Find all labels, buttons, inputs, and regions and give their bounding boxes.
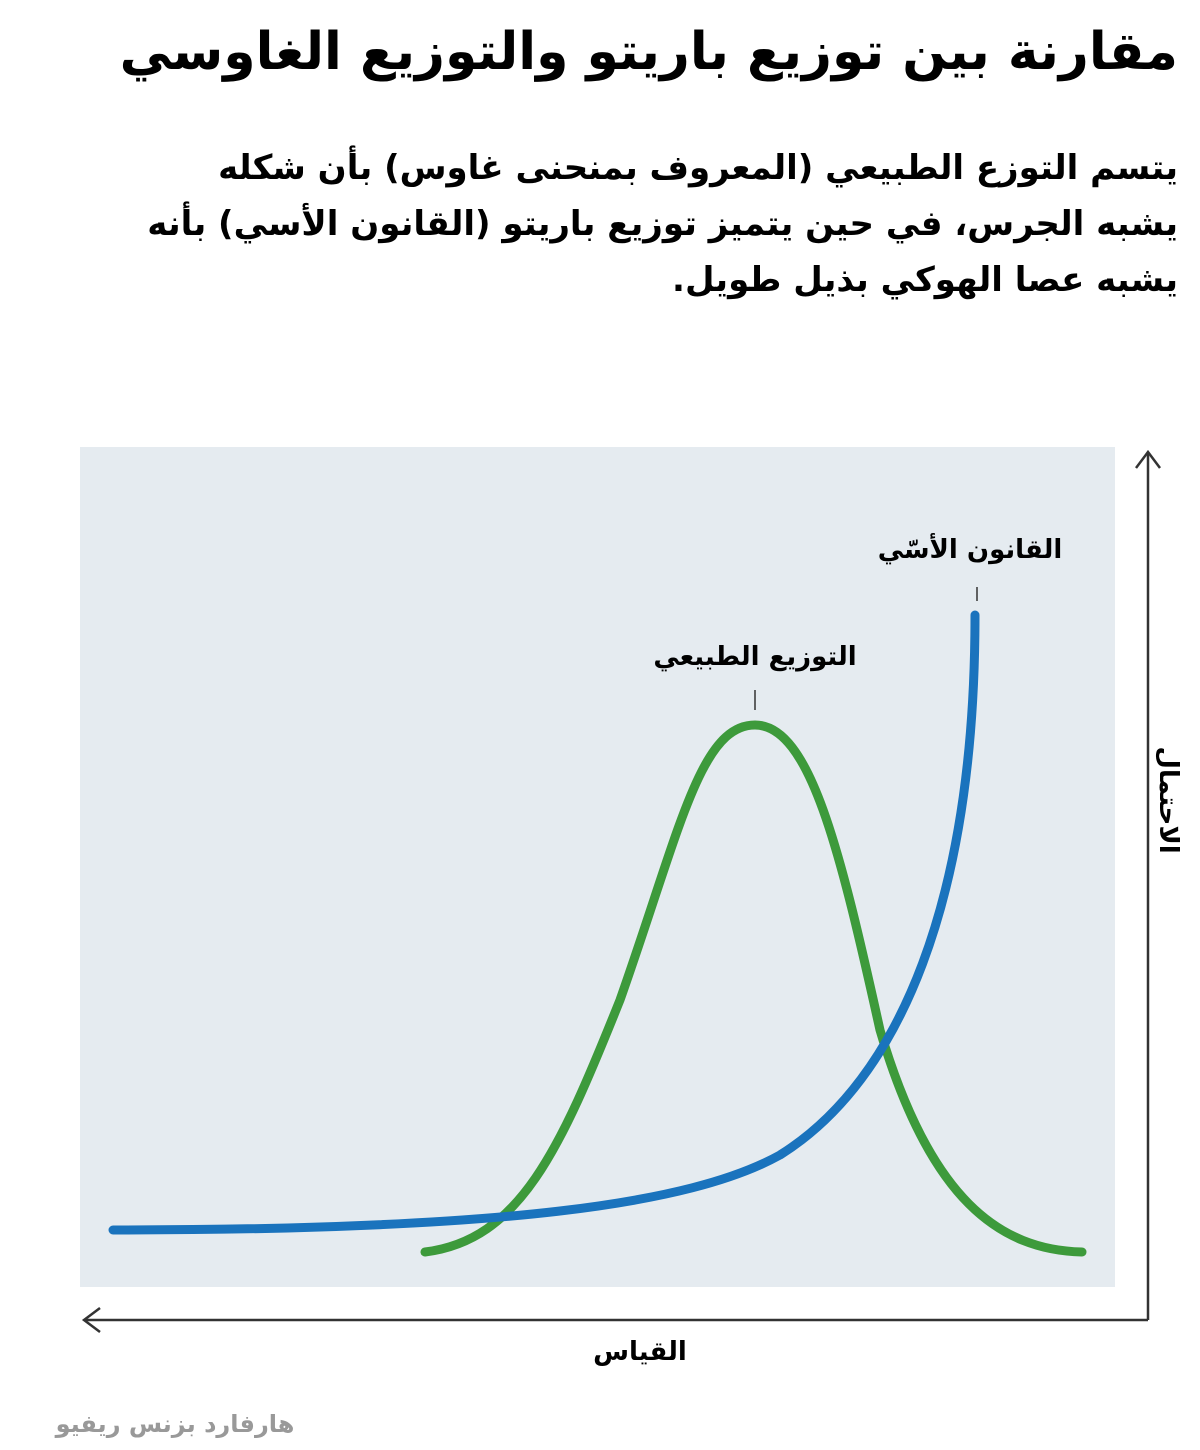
normal-curve	[420, 720, 1087, 1257]
source: هارفارد بزنس ريفيو	[55, 1410, 295, 1438]
subtitle-line: يشبه الجرس، في حين يتميز توزيع باريتو (ا…	[147, 204, 1178, 244]
curve-label: التوزيع الطبيعي	[653, 642, 856, 672]
subtitle: يتسم التوزع الطبيعي (المعروف بمنحنى غاوس…	[147, 140, 1178, 308]
subtitle-line: يشبه عصا الهوكي بذيل طويل.	[672, 260, 1178, 300]
axes	[81, 449, 1161, 1333]
subtitle-line: يتسم التوزع الطبيعي (المعروف بمنحنى غاوس…	[218, 148, 1178, 188]
title: مقارنة بين توزيع باريتو والتوزيع الغاوسي	[119, 22, 1178, 82]
x-arrow	[81, 1307, 101, 1333]
y-axis-label: الاحتمال	[1153, 746, 1183, 853]
plot-area	[80, 447, 1115, 1287]
power-law-curve	[108, 610, 980, 1235]
curve-label: القانون الأسّي	[878, 533, 1063, 565]
y-arrow	[1135, 449, 1161, 469]
x-axis-label: القياس	[593, 1337, 687, 1367]
